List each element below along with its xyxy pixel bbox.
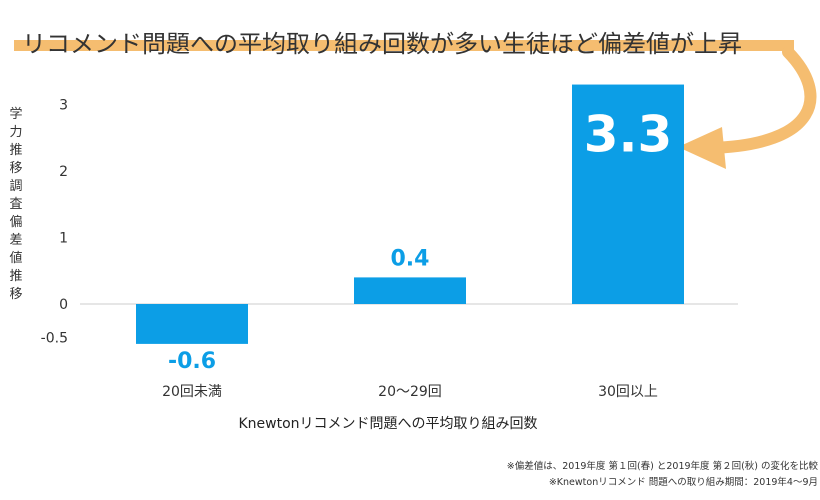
y-tick-label: -0.5 [41, 330, 68, 346]
headline: リコメンド問題への平均取り組み回数が多い生徒ほど偏差値が上昇 [22, 30, 742, 58]
y-axis-label: 学力推移調査偏差値推移 [9, 106, 22, 302]
y-tick-label: 3 [59, 98, 68, 114]
category-label-2: 20〜29回 [378, 384, 442, 400]
category-label-1: 20回未満 [162, 384, 222, 400]
bar-1 [136, 304, 248, 344]
bars [136, 84, 684, 344]
headline-highlight [14, 40, 794, 51]
category-label-3: 30回以上 [598, 384, 658, 400]
y-tick-label: 0 [59, 297, 68, 313]
callout-arrow [704, 46, 817, 154]
footnote-1: ※偏差値は、2019年度 第１回(春) と2019年度 第２回(秋) の変化を比… [507, 460, 819, 472]
bar-3 [572, 84, 684, 304]
y-tick-label: 2 [59, 164, 68, 180]
data-label-3: 3.3 [584, 106, 673, 164]
y-tick-label: 1 [59, 231, 68, 247]
bar-2 [354, 277, 466, 304]
data-label-1: -0.6 [168, 349, 216, 374]
y-axis-ticks: 3 2 1 0 -0.5 [41, 98, 68, 347]
x-axis-label: Knewtonリコメンド問題への平均取り組み回数 [238, 416, 537, 432]
callout-arrowhead [678, 127, 726, 169]
data-labels: -0.6 0.4 3.3 [168, 106, 672, 374]
category-labels: 20回未満 20〜29回 30回以上 [162, 384, 658, 400]
data-label-2: 0.4 [391, 246, 430, 271]
footnote-2: ※Knewtonリコメンド 問題への取り組み期間：2019年4〜9月 [549, 476, 818, 488]
